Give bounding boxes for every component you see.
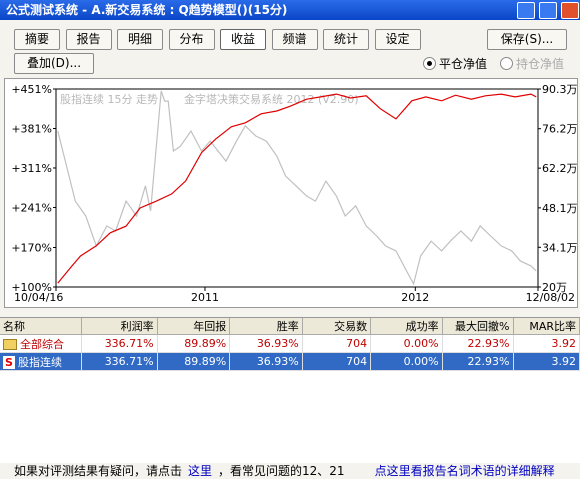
x-tick-label: 2012	[401, 291, 429, 304]
table-cell: 3.92	[513, 334, 580, 353]
cell-text: 0.00%	[403, 337, 439, 350]
cell-text: 36.93%	[256, 355, 299, 368]
table-cell: 22.93%	[442, 334, 514, 353]
chart-panel: 股指连续 15分 走势 金字塔决策交易系统 2012 (V2.90) +451% +3…	[4, 78, 578, 308]
row-icon	[3, 339, 17, 350]
table-cell: 3.92	[513, 352, 580, 371]
table-cell: 0.00%	[370, 352, 443, 371]
table-cell: 89.89%	[157, 334, 231, 353]
maximize-button[interactable]	[539, 2, 557, 19]
y2-tick-label: 20万	[542, 281, 567, 294]
cell-text: 89.89%	[184, 355, 227, 368]
table: 名称 利润率 年回报 胜率 交易数 成功率 最大回撤% MAR比率全部综合 336.71% 89.…	[0, 318, 580, 371]
y-tick-label: +381%	[11, 122, 52, 135]
table-cell: 36.93%	[229, 334, 303, 353]
radio-label[interactable]: 平仓净值	[439, 57, 488, 71]
radio-dot	[427, 61, 432, 66]
cell-text: 22.93%	[467, 337, 510, 350]
save-button[interactable]: 保存(S)...	[487, 29, 567, 50]
column-header[interactable]: 交易数	[302, 318, 372, 335]
cell-text: 36.93%	[256, 337, 299, 350]
cell-text: 336.71%	[104, 355, 154, 368]
tab-button[interactable]: 收益	[220, 29, 266, 50]
cell-text: 全部综合	[20, 337, 64, 351]
cell-text: 3.92	[551, 337, 577, 350]
tab-button[interactable]: 设定	[374, 29, 421, 50]
column-header[interactable]: 最大回撤%	[442, 318, 514, 335]
table-cell: 22.93%	[442, 352, 514, 371]
y2-tick-label: 34.1万	[542, 241, 577, 254]
y2-tick-label: 90.3万	[542, 83, 577, 96]
tab-button[interactable]: 频谱	[271, 29, 318, 50]
table-cell: 704	[302, 352, 372, 371]
minimize-button[interactable]	[517, 2, 535, 19]
cell-text: 股指连续	[18, 355, 62, 369]
y-tick-label: +170%	[11, 242, 52, 255]
column-header[interactable]: 胜率	[229, 318, 303, 335]
table-cell: 36.93%	[229, 352, 303, 371]
y2-tick-label: 76.2万	[542, 123, 577, 136]
cell-text: 22.93%	[467, 355, 510, 368]
table-row[interactable]: S 股指连续 336.71% 89.89% 36.93% 704 0.00% 22.93% 3.…	[0, 352, 580, 371]
column-header[interactable]: 成功率	[370, 318, 443, 335]
radio	[500, 57, 513, 70]
footer: 如果对评测结果有疑问，请点击 这里 ，看常见问题的12、21 点这里看报告名词术语的详…	[14, 462, 555, 479]
column-header[interactable]: 利润率	[81, 318, 158, 335]
cell-text: 336.71%	[104, 337, 154, 350]
column-header[interactable]: MAR比率	[513, 318, 580, 335]
table-cell: 0.00%	[370, 334, 443, 353]
tab-button[interactable]: 摘要	[14, 29, 60, 50]
footer-text: 如果对评测结果有疑问，请点击	[14, 464, 183, 478]
overlay-button[interactable]: 叠加(D)...	[14, 53, 94, 74]
column-header[interactable]: 年回报	[157, 318, 231, 335]
y2-tick-label: 48.1万	[542, 202, 577, 215]
chart-annotation: 股指连续 15分 走势	[60, 92, 158, 106]
y-tick-label: +451%	[11, 83, 52, 96]
row-icon: S	[3, 355, 15, 369]
table-cell: 704	[302, 334, 372, 353]
tab-button[interactable]: 明细	[117, 29, 163, 50]
x-tick-label: 2011	[191, 291, 219, 304]
title-bar: 公式测试系统 - A.新交易系统 : Q趋势模型()(15分)	[0, 0, 580, 20]
radio-label: 持仓净值	[516, 57, 565, 71]
radio[interactable]	[423, 57, 436, 70]
y2-tick-label: 62.2万	[542, 162, 577, 175]
plot-frame	[55, 88, 539, 288]
cell-text: 704	[346, 337, 368, 350]
column-header[interactable]: 名称	[0, 318, 83, 335]
chart: 股指连续 15分 走势 金字塔决策交易系统 2012 (V2.90) +451% +3…	[11, 83, 577, 304]
cell-text: 3.92	[551, 355, 577, 368]
chart-annotation: 金字塔决策交易系统 2012 (V2.90)	[184, 92, 359, 106]
tab-button[interactable]: 统计	[323, 29, 369, 50]
close-button[interactable]	[561, 2, 579, 19]
table-cell: 336.71%	[81, 334, 158, 353]
y-tick-label: +311%	[11, 162, 52, 175]
cell-text: 0.00%	[403, 355, 439, 368]
series-line	[57, 93, 537, 284]
y-tick-label: +100%	[11, 281, 52, 294]
tab-button[interactable]: 分布	[168, 29, 215, 50]
table-row[interactable]: 全部综合 336.71% 89.89% 36.93% 704 0.00% 22.93% 3.9…	[0, 334, 580, 353]
series-line	[57, 90, 537, 286]
x-tick-label: 12/08/02	[526, 291, 575, 304]
link[interactable]: 这里	[188, 464, 213, 478]
link[interactable]: 点这里看报告名词术语的详细解释	[374, 464, 555, 478]
y-tick-label: +241%	[11, 201, 52, 214]
footer-text: ，看常见问题的12、21	[218, 464, 345, 478]
cell-text: 704	[346, 355, 368, 368]
table-cell: 336.71%	[81, 352, 158, 371]
table-cell: 全部综合	[0, 334, 83, 353]
x-tick-label: 10/04/16	[14, 291, 63, 304]
tab-button[interactable]: 报告	[65, 29, 112, 50]
table-cell: S 股指连续	[0, 352, 83, 371]
table-cell: 89.89%	[157, 352, 231, 371]
result-table: 名称 利润率 年回报 胜率 交易数 成功率 最大回撤% MAR比率全部综合 336.71% 89.…	[0, 317, 580, 463]
cell-text: 89.89%	[184, 337, 227, 350]
header-row: 名称 利润率 年回报 胜率 交易数 成功率 最大回撤% MAR比率	[0, 318, 580, 335]
